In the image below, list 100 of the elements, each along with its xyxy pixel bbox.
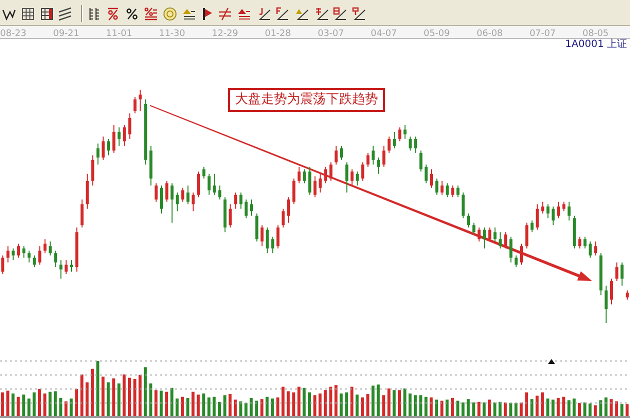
- candlestick: [228, 204, 232, 228]
- bar: [80, 374, 84, 417]
- bar: [626, 404, 629, 417]
- bar: [546, 398, 550, 417]
- bar: [70, 398, 73, 417]
- bar: [308, 392, 312, 417]
- bar: [536, 396, 539, 417]
- candlestick: [17, 243, 20, 258]
- candlestick: [541, 201, 544, 214]
- bar: [530, 399, 534, 417]
- candlestick: [234, 192, 238, 210]
- x-tick-label: 11-01: [106, 29, 132, 39]
- bar: [387, 388, 390, 417]
- candlestick: [552, 206, 555, 226]
- candlestick: [318, 173, 322, 194]
- bar: [578, 403, 582, 417]
- bar: [329, 386, 332, 417]
- candlestick: [615, 262, 618, 282]
- candlestick: [498, 232, 502, 249]
- candlestick: [610, 278, 613, 305]
- candlestick: [514, 254, 518, 268]
- bar: [12, 393, 15, 417]
- candlestick: [588, 240, 592, 258]
- bar: [302, 388, 306, 417]
- x-tick-label: 01-28: [264, 29, 292, 39]
- bar: [96, 361, 100, 417]
- candlestick: [366, 152, 370, 168]
- bar: [419, 395, 422, 417]
- candlestick: [170, 182, 174, 224]
- bar: [43, 393, 46, 417]
- candlestick: [440, 180, 444, 196]
- candlestick: [435, 178, 438, 196]
- bar: [334, 385, 338, 417]
- candlestick: [138, 90, 142, 112]
- bar: [27, 398, 30, 417]
- candlestick: [478, 226, 481, 242]
- candlestick: [6, 246, 10, 263]
- candlestick: [271, 236, 274, 254]
- candlestick: [276, 224, 280, 249]
- candlestick: [488, 226, 492, 242]
- candlestick: [112, 124, 116, 154]
- candlestick: [467, 212, 470, 228]
- bar: [599, 400, 602, 417]
- bar: [382, 395, 386, 417]
- candlestick: [504, 232, 508, 249]
- candlestick: [377, 157, 380, 174]
- bar: [313, 395, 316, 417]
- candlestick: [594, 240, 598, 256]
- candlestick: [48, 240, 52, 256]
- candlestick: [329, 162, 332, 182]
- candlestick: [350, 168, 354, 186]
- bar: [59, 398, 62, 417]
- candlestick: [1, 254, 4, 275]
- candlestick: [298, 166, 301, 184]
- bar: [567, 400, 570, 417]
- candlestick: [345, 162, 348, 194]
- x-tick-label: 04-07: [370, 29, 397, 39]
- candlestick: [176, 192, 179, 212]
- candlestick: [356, 171, 359, 186]
- candlestick: [372, 145, 375, 166]
- x-tick-label: 03-07: [318, 29, 344, 39]
- x-tick-label: 07-07: [530, 29, 556, 39]
- bar: [477, 402, 480, 417]
- bar: [234, 400, 237, 417]
- candlestick: [340, 145, 343, 160]
- candlestick: [451, 185, 454, 198]
- x-tick-label: 08-23: [0, 29, 26, 39]
- bar: [435, 400, 438, 417]
- candlestick: [32, 254, 36, 268]
- bar: [540, 392, 544, 417]
- candlestick: [192, 192, 195, 212]
- bar: [180, 396, 184, 417]
- candlestick: [239, 192, 242, 210]
- candlestick: [620, 262, 624, 286]
- bar: [466, 399, 470, 417]
- candlestick: [128, 112, 132, 140]
- bar: [340, 393, 343, 417]
- bar: [176, 398, 179, 417]
- bar: [186, 398, 190, 417]
- candlestick: [160, 185, 163, 214]
- x-tick-label: 08-05: [582, 29, 609, 39]
- candlestick: [530, 220, 534, 233]
- candlestick: [408, 136, 412, 152]
- annotation: 大盘走势为震荡下跌趋势: [228, 88, 385, 112]
- candlestick: [80, 199, 84, 228]
- bar: [270, 398, 274, 417]
- bar: [430, 397, 433, 417]
- candlestick: [424, 164, 428, 184]
- candlestick: [334, 145, 338, 166]
- bar: [22, 394, 26, 417]
- bar: [572, 398, 576, 417]
- candlestick: [165, 180, 168, 202]
- candlestick: [536, 204, 539, 230]
- candlestick: [482, 226, 486, 249]
- bar: [360, 397, 364, 417]
- candlestick: [562, 201, 566, 212]
- candlestick: [154, 182, 158, 202]
- candlestick: [197, 171, 200, 198]
- bar: [403, 388, 406, 417]
- bar: [6, 390, 10, 417]
